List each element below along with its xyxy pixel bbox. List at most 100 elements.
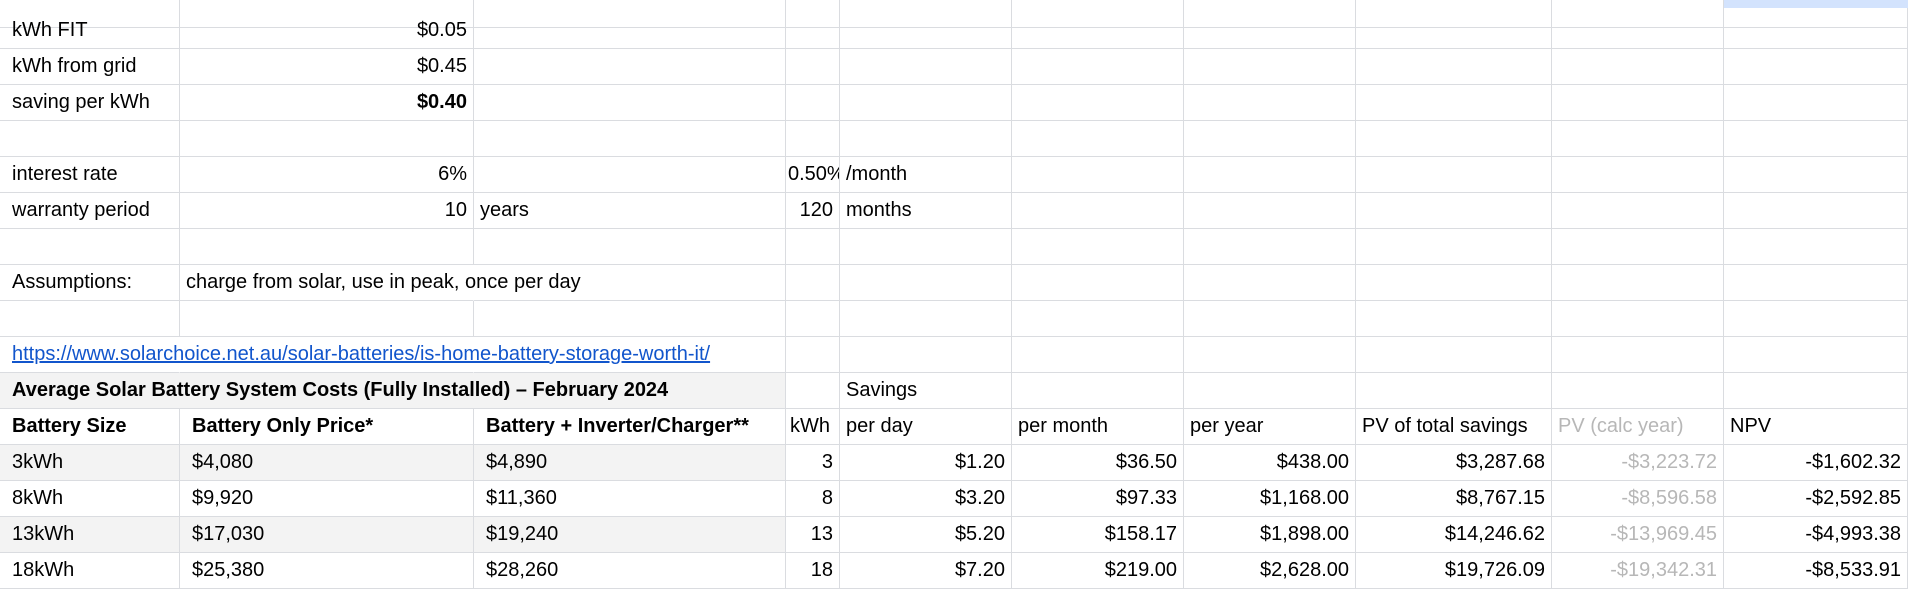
pv-calc-year-cell[interactable]: -$19,342.31	[1552, 553, 1724, 589]
grid-cell[interactable]	[1724, 13, 1908, 49]
interest-monthly[interactable]: 0.50%	[786, 157, 840, 193]
grid-cell[interactable]	[180, 121, 474, 157]
grid-cell[interactable]	[1356, 193, 1552, 229]
npv-cell[interactable]: -$8,533.91	[1724, 553, 1908, 589]
grid-cell[interactable]	[1012, 229, 1184, 265]
per-day-cell[interactable]: $5.20	[840, 517, 1012, 553]
grid-cell[interactable]	[1724, 157, 1908, 193]
grid-cell[interactable]	[1724, 49, 1908, 85]
grid-cell[interactable]	[840, 301, 1012, 337]
grid-cell[interactable]	[1184, 193, 1356, 229]
grid-cell[interactable]	[786, 121, 840, 157]
grid-cell[interactable]	[1184, 265, 1356, 301]
header-per-year[interactable]: per year	[1184, 409, 1356, 445]
grid-cell[interactable]	[474, 337, 786, 373]
battery-only-price-cell[interactable]: $4,080	[180, 445, 474, 481]
npv-cell[interactable]: -$2,592.85	[1724, 481, 1908, 517]
grid-cell[interactable]	[1012, 301, 1184, 337]
assumptions-text[interactable]: charge from solar, use in peak, once per…	[180, 265, 581, 301]
grid-cell[interactable]	[1012, 121, 1184, 157]
grid-cell[interactable]	[1552, 49, 1724, 85]
grid-cell[interactable]	[786, 301, 840, 337]
per-month-cell[interactable]: $36.50	[1012, 445, 1184, 481]
grid-cell[interactable]	[474, 121, 786, 157]
kwh-cell[interactable]: 3	[786, 445, 840, 481]
battery-size-cell[interactable]: 8kWh	[0, 481, 180, 517]
grid-cell[interactable]	[1724, 193, 1908, 229]
header-per-day[interactable]: per day	[840, 409, 1012, 445]
grid-cell[interactable]	[1184, 121, 1356, 157]
grid-cell[interactable]	[1356, 229, 1552, 265]
grid-cell[interactable]	[840, 229, 1012, 265]
grid-cell[interactable]	[474, 157, 786, 193]
pv-calc-year-cell[interactable]: -$3,223.72	[1552, 445, 1724, 481]
grid-cell[interactable]	[0, 301, 180, 337]
grid-cell[interactable]	[1356, 337, 1552, 373]
per-year-cell[interactable]: $2,628.00	[1184, 553, 1356, 589]
warranty-years[interactable]: 10	[180, 193, 474, 229]
grid-cell[interactable]	[840, 49, 1012, 85]
grid-cell[interactable]	[1724, 121, 1908, 157]
battery-inverter-price-cell[interactable]: $19,240	[474, 517, 786, 553]
per-month-cell[interactable]: $97.33	[1012, 481, 1184, 517]
battery-size-cell[interactable]: 18kWh	[0, 553, 180, 589]
warranty-months-unit[interactable]: months	[840, 193, 1012, 229]
grid-cell[interactable]	[1184, 157, 1356, 193]
grid-cell[interactable]	[1184, 13, 1356, 49]
grid-cell[interactable]	[0, 229, 180, 265]
grid-cell[interactable]	[1356, 157, 1552, 193]
per-month-cell[interactable]: $219.00	[1012, 553, 1184, 589]
header-per-month[interactable]: per month	[1012, 409, 1184, 445]
grid-cell[interactable]	[0, 121, 180, 157]
savings-label[interactable]: Savings	[840, 373, 1012, 409]
warranty-label[interactable]: warranty period	[0, 193, 180, 229]
assumptions-label[interactable]: Assumptions:	[0, 265, 180, 301]
pv-total-savings-cell[interactable]: $19,726.09	[1356, 553, 1552, 589]
kwh-cell[interactable]: 8	[786, 481, 840, 517]
grid-cell[interactable]	[1356, 121, 1552, 157]
grid-value[interactable]: $0.45	[180, 49, 474, 85]
grid-cell[interactable]	[1552, 193, 1724, 229]
grid-cell[interactable]	[786, 337, 840, 373]
npv-cell[interactable]: -$4,993.38	[1724, 517, 1908, 553]
pv-total-savings-cell[interactable]: $14,246.62	[1356, 517, 1552, 553]
grid-cell[interactable]	[180, 229, 474, 265]
grid-cell[interactable]	[1356, 373, 1552, 409]
battery-inverter-price-cell[interactable]: $4,890	[474, 445, 786, 481]
grid-cell[interactable]	[786, 85, 840, 121]
battery-size-cell[interactable]: 13kWh	[0, 517, 180, 553]
pv-total-savings-cell[interactable]: $3,287.68	[1356, 445, 1552, 481]
grid-cell[interactable]	[180, 301, 474, 337]
kwh-cell[interactable]: 13	[786, 517, 840, 553]
grid-cell[interactable]	[1724, 337, 1908, 373]
grid-cell[interactable]	[840, 337, 1012, 373]
grid-cell[interactable]	[840, 121, 1012, 157]
grid-cell[interactable]	[1184, 373, 1356, 409]
grid-cell[interactable]	[786, 49, 840, 85]
header-kwh[interactable]: kWh	[786, 409, 840, 445]
header-npv[interactable]: NPV	[1724, 409, 1908, 445]
interest-monthly-unit[interactable]: /month	[840, 157, 1012, 193]
battery-size-cell[interactable]: 3kWh	[0, 445, 180, 481]
grid-cell[interactable]	[1552, 229, 1724, 265]
grid-cell[interactable]	[786, 229, 840, 265]
kwh-cell[interactable]: 18	[786, 553, 840, 589]
source-link[interactable]: https://www.solarchoice.net.au/solar-bat…	[0, 337, 710, 373]
per-day-cell[interactable]: $3.20	[840, 481, 1012, 517]
grid-cell[interactable]	[786, 13, 840, 49]
per-day-cell[interactable]: $7.20	[840, 553, 1012, 589]
grid-cell[interactable]	[474, 85, 786, 121]
warranty-years-unit[interactable]: years	[474, 193, 786, 229]
grid-cell[interactable]	[1184, 49, 1356, 85]
grid-cell[interactable]	[1012, 85, 1184, 121]
warranty-months[interactable]: 120	[786, 193, 840, 229]
battery-inverter-price-cell[interactable]: $11,360	[474, 481, 786, 517]
grid-cell[interactable]	[786, 265, 840, 301]
grid-cell[interactable]	[474, 301, 786, 337]
grid-cell[interactable]	[1724, 301, 1908, 337]
grid-cell[interactable]	[1356, 13, 1552, 49]
per-year-cell[interactable]: $1,168.00	[1184, 481, 1356, 517]
grid-cell[interactable]	[1184, 229, 1356, 265]
grid-cell[interactable]	[1012, 157, 1184, 193]
battery-inverter-price-cell[interactable]: $28,260	[474, 553, 786, 589]
